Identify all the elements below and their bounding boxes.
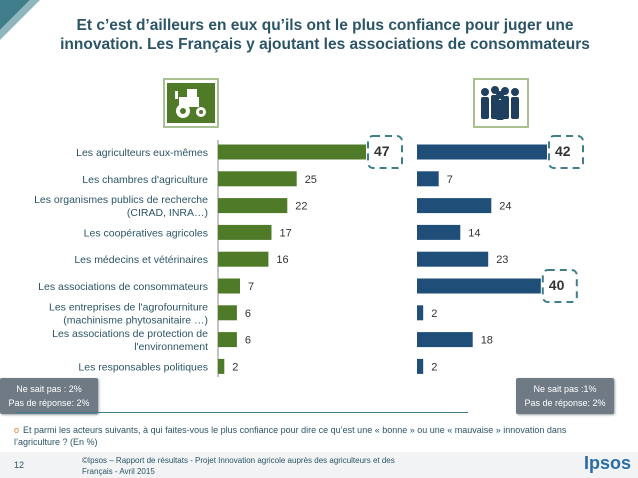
highlight-box	[548, 135, 584, 169]
bar	[218, 144, 366, 160]
note-right-line2: Pas de réponse: 2%	[524, 398, 606, 408]
data-label: 23	[496, 254, 508, 266]
category-label: Les entreprises de l'agrofourniture (mach…	[49, 301, 208, 326]
bar	[417, 171, 439, 187]
question-text: o Et parmi les acteurs suivants, à qui fa…	[14, 424, 614, 448]
bar	[218, 171, 297, 187]
bullet-icon: o	[14, 425, 20, 435]
highlight-box	[541, 269, 578, 303]
data-label: 17	[280, 227, 292, 239]
ipsos-logo: Ipsos	[584, 453, 632, 473]
bar	[417, 332, 473, 348]
bar	[218, 224, 272, 240]
category-label: Les responsables politiques	[78, 361, 208, 373]
data-label: 2	[431, 308, 437, 320]
bar	[417, 358, 424, 374]
data-label: 18	[481, 335, 493, 347]
bar	[218, 278, 240, 294]
bar	[417, 144, 547, 160]
bar	[417, 251, 489, 267]
data-label: 2	[431, 361, 437, 373]
data-label: 22	[295, 201, 307, 213]
data-label: 7	[447, 174, 453, 186]
note-right-line1: Ne sait pas :1%	[533, 384, 597, 394]
data-label: 40	[549, 277, 565, 293]
note-right: Ne sait pas :1% Pas de réponse: 2%	[516, 378, 614, 414]
category-label: Les agriculteurs eux-mêmes	[76, 147, 208, 159]
data-label: 6	[245, 335, 251, 347]
data-label: 25	[305, 174, 317, 186]
category-label: Les chambres d'agriculture	[82, 174, 208, 186]
footer-bar	[0, 452, 638, 478]
category-label: Les organismes publics de recherche (CIRA…	[34, 194, 208, 219]
highlight-box	[367, 135, 403, 169]
bar	[417, 198, 492, 214]
bar	[417, 278, 541, 294]
footer-source: ©Ipsos – Rapport de résultats - Projet I…	[82, 456, 395, 476]
data-label: 14	[468, 227, 480, 239]
farmers-icon-box	[163, 78, 219, 128]
data-label: 6	[245, 308, 251, 320]
page-number: 12	[14, 460, 25, 470]
bar	[218, 358, 225, 374]
tractor-icon	[167, 83, 215, 123]
data-label: 2	[232, 361, 238, 373]
note-left-line1: Ne sait pas : 2%	[16, 384, 82, 394]
note-left-line2: Pas de réponse: 2%	[8, 398, 90, 408]
page-title: Et c’est d’ailleurs en eux qu’ils ont le…	[60, 17, 590, 53]
bar	[218, 305, 237, 321]
category-label: Les associations de protection de l'envir…	[52, 328, 208, 353]
bar	[417, 305, 424, 321]
bar	[218, 198, 288, 214]
divider	[16, 412, 468, 413]
people-group-icon	[481, 86, 519, 120]
data-label: 47	[374, 143, 390, 159]
data-label: 16	[276, 254, 288, 266]
category-label: Les associations de consommateurs	[38, 281, 208, 293]
bar	[218, 251, 269, 267]
bar	[417, 224, 461, 240]
category-label: Les coopératives agricoles	[84, 227, 208, 239]
category-label: Les médecins et vétérinaires	[74, 254, 208, 266]
data-label: 42	[555, 143, 571, 159]
data-label: 7	[248, 281, 254, 293]
data-label: 24	[499, 201, 511, 213]
public-icon-box	[473, 78, 529, 128]
question-label: Et parmi les acteurs suivants, à qui fai…	[14, 425, 567, 447]
note-left: Ne sait pas : 2% Pas de réponse: 2%	[0, 378, 98, 414]
bar	[218, 332, 237, 348]
corner-decoration	[0, 0, 40, 40]
